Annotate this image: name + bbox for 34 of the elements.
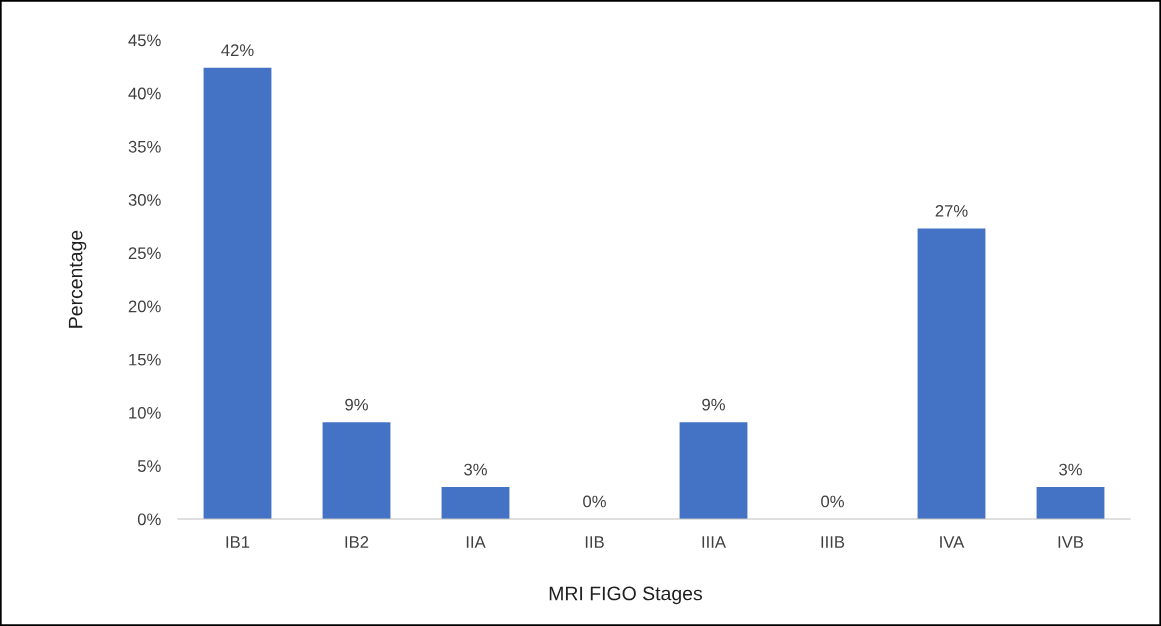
data-label: 0%: [583, 495, 606, 508]
y-axis-title: Percentage: [68, 230, 87, 328]
data-label: 3%: [1059, 463, 1082, 476]
y-tick-label: 5%: [137, 460, 161, 472]
bar: [679, 422, 748, 519]
y-tick-label: 30%: [128, 194, 161, 206]
x-tick-label: IVB: [1058, 536, 1084, 548]
data-label: 9%: [702, 398, 725, 411]
y-tick-label: 0%: [137, 513, 161, 526]
data-label: 9%: [345, 398, 368, 411]
bar: [322, 422, 391, 519]
bar: [203, 67, 272, 519]
x-tick-label: IIIA: [702, 536, 726, 548]
bar: [441, 487, 510, 519]
x-tick-label: IB2: [345, 536, 369, 548]
y-tick-label: 20%: [128, 300, 161, 313]
data-label: 3%: [464, 463, 487, 476]
y-tick-label: 25%: [128, 247, 161, 260]
data-label: 27%: [935, 204, 968, 217]
y-tick-label: 15%: [129, 353, 161, 366]
y-tick-label: 45%: [128, 34, 161, 47]
x-tick-label: IIB: [585, 536, 604, 548]
y-tick-label: 35%: [128, 140, 161, 153]
data-label: 42%: [221, 44, 254, 56]
bar: [1036, 487, 1105, 519]
data-label: 0%: [821, 495, 844, 508]
x-tick-label: IIIB: [821, 536, 845, 548]
bar: [917, 228, 986, 519]
y-tick-label: 40%: [128, 87, 161, 100]
x-tick-label: IIA: [466, 536, 486, 548]
x-tick-label: IB1: [226, 536, 250, 548]
x-tick-label: IVA: [940, 536, 965, 548]
x-axis-title: MRI FIGO Stages: [549, 586, 702, 605]
y-tick-label: 10%: [129, 406, 161, 419]
